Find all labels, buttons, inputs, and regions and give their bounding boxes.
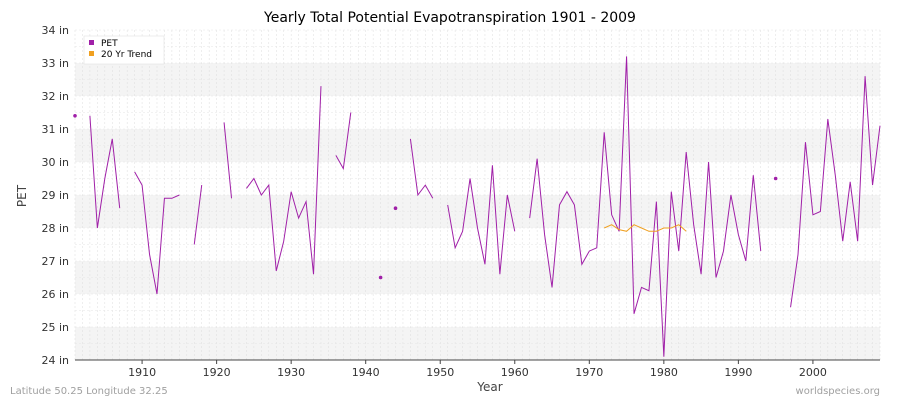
series-pet-line-1962-1993 — [529, 56, 762, 357]
series-pet-line-1951-1960 — [447, 165, 516, 275]
x-axis-label: Year — [476, 380, 502, 394]
series-pet-point-1901 — [73, 114, 77, 118]
legend-box — [83, 35, 165, 65]
y-axis-ticks: 24 in 25 in 26 in 27 in 28 in 29 in 30 in 31 in… — [41, 24, 69, 367]
y-tick-label-30: 30 in — [41, 156, 69, 169]
series-pet-line-1946-1949 — [409, 138, 434, 199]
y-axis-label: PET — [15, 184, 29, 207]
series-pet-line-1924-1934 — [246, 86, 322, 275]
series-trend-line-1972-1983 — [604, 224, 687, 232]
series-pet-line-1909-1915 — [134, 171, 180, 295]
y-tick-label-25: 25 in — [41, 321, 69, 334]
y-tick-label-24: 24 in — [41, 354, 69, 367]
series-pet-point-1995 — [773, 176, 778, 181]
y-tick-label-34: 34 in — [41, 24, 69, 37]
series-pet-line-1917-1918 — [193, 185, 203, 245]
x-tick-label-1980: 1980 — [650, 366, 678, 379]
x-tick-label-1910: 1910 — [128, 366, 156, 379]
legend-swatch-trend — [89, 51, 94, 56]
y-tick-label-28: 28 in — [41, 222, 69, 235]
x-axis-ticks: 1910 1920 1930 1940 1950 1960 1970 1980 1990 2000 — [128, 360, 827, 379]
x-tick-label-1960: 1960 — [501, 366, 529, 379]
y-tick-label-29: 29 in — [41, 189, 69, 202]
grid-lines — [74, 29, 881, 361]
y-tick-label-27: 27 in — [41, 255, 69, 268]
legend: PET 20 Yr Trend — [83, 35, 165, 65]
y-tick-label-31: 31 in — [41, 123, 69, 136]
x-tick-label-1940: 1940 — [352, 366, 380, 379]
series-pet-point-1942 — [378, 275, 383, 280]
x-tick-label-1950: 1950 — [426, 366, 454, 379]
legend-label-pet: PET — [101, 39, 118, 49]
chart-title: Yearly Total Potential Evapotranspiratio… — [263, 10, 636, 26]
x-tick-label-2000: 2000 — [799, 366, 827, 379]
legend-swatch-pet — [89, 40, 94, 45]
y-tick-label-33: 33 in — [41, 57, 69, 70]
x-tick-label-1930: 1930 — [277, 366, 305, 379]
series-layer — [73, 56, 881, 357]
series-pet-point-1944 — [393, 206, 398, 210]
legend-label-trend: 20 Yr Trend — [101, 50, 152, 60]
series-trend — [604, 224, 687, 232]
footer-source: worldspecies.org — [796, 386, 880, 397]
footer-coordinates: Latitude 50.25 Longitude 32.25 — [10, 386, 168, 397]
y-tick-label-26: 26 in — [41, 288, 69, 301]
series-pet-line-1903-1907 — [89, 115, 121, 229]
y-tick-label-32: 32 in — [41, 90, 69, 103]
series-pet-line-1997-2009 — [790, 76, 881, 308]
series-pet-line-1921-1922 — [223, 122, 233, 199]
x-tick-label-1970: 1970 — [575, 366, 603, 379]
x-tick-label-1990: 1990 — [724, 366, 752, 379]
series-pet — [73, 56, 881, 357]
x-tick-label-1920: 1920 — [203, 366, 231, 379]
series-pet-line-1936-1938 — [335, 112, 352, 171]
